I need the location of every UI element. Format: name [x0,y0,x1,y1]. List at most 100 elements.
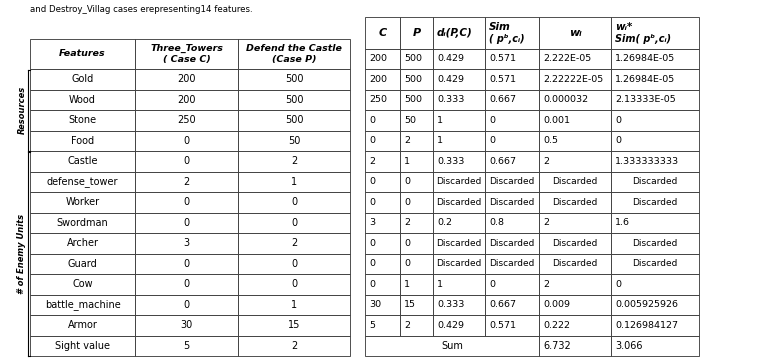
Bar [365,315,400,335]
Bar [30,130,135,151]
Bar [365,130,400,151]
Text: Worker: Worker [66,197,100,207]
Text: 0.333: 0.333 [437,157,464,166]
Bar [400,17,433,48]
Text: 0: 0 [615,280,621,289]
Text: 0: 0 [489,136,495,145]
Bar [238,213,350,233]
Bar [611,274,699,295]
Bar [365,90,400,110]
Bar [365,69,400,90]
Text: 0.126984127: 0.126984127 [615,321,678,330]
Text: 0: 0 [369,177,375,186]
Text: Armor: Armor [68,320,98,330]
Text: 2: 2 [404,321,410,330]
Text: 3.066: 3.066 [615,341,642,351]
Text: wᵢ*: wᵢ* [615,22,632,31]
Text: Swordman: Swordman [56,218,108,228]
Bar [400,130,433,151]
Bar [539,69,611,90]
Text: Discarded: Discarded [632,239,677,248]
Text: 2.22222E-05: 2.22222E-05 [543,75,604,84]
Bar [400,315,433,335]
Bar [238,151,350,171]
Text: 0.333: 0.333 [437,300,464,309]
Bar [365,48,400,69]
Text: 1: 1 [291,177,297,187]
Bar [238,335,350,356]
Text: Sum: Sum [441,341,463,351]
Bar [400,48,433,69]
Bar [238,171,350,192]
Text: 0.2: 0.2 [437,218,452,227]
Bar [539,48,611,69]
Bar [365,192,400,213]
Bar [400,192,433,213]
Text: 0: 0 [184,136,190,146]
Text: 1: 1 [437,136,443,145]
Text: 0: 0 [369,136,375,145]
Bar [135,69,238,90]
Bar [135,151,238,171]
Bar [485,315,539,335]
Bar [30,192,135,213]
Bar [539,192,611,213]
Text: Guard: Guard [68,259,98,269]
Text: 0: 0 [369,116,375,125]
Bar [485,192,539,213]
Text: 200: 200 [178,95,196,105]
Text: Defend the Castle
(Case P): Defend the Castle (Case P) [246,44,342,64]
Text: 30: 30 [369,300,381,309]
Text: 500: 500 [285,95,303,105]
Text: 0: 0 [184,156,190,166]
Bar [611,110,699,130]
Bar [365,110,400,130]
Bar [433,90,485,110]
Bar [400,213,433,233]
Bar [238,90,350,110]
Text: 1: 1 [437,116,443,125]
Text: 6.732: 6.732 [543,341,571,351]
Text: Three_Towers
( Case C): Three_Towers ( Case C) [150,44,223,64]
Text: 50: 50 [288,136,300,146]
Text: 0: 0 [489,280,495,289]
Bar [539,253,611,274]
Text: Discarded: Discarded [489,177,535,186]
Text: 500: 500 [404,75,422,84]
Bar [400,110,433,130]
Bar [238,110,350,130]
Text: 3: 3 [184,238,190,248]
Bar [611,315,699,335]
Text: dᵢ(P,C): dᵢ(P,C) [437,27,472,38]
Text: 0.667: 0.667 [489,95,516,104]
Bar [611,17,699,48]
Text: Castle: Castle [67,156,98,166]
Bar [539,274,611,295]
Text: 2: 2 [543,218,549,227]
Bar [365,253,400,274]
Bar [539,151,611,171]
Bar [539,110,611,130]
Text: 5: 5 [184,341,190,351]
Text: 0.8: 0.8 [489,218,504,227]
Bar [135,171,238,192]
Text: 250: 250 [178,115,196,125]
Bar [433,151,485,171]
Bar [611,295,699,315]
Bar [238,295,350,315]
Bar [485,130,539,151]
Bar [135,335,238,356]
Bar [400,90,433,110]
Text: 500: 500 [285,74,303,84]
Bar [30,171,135,192]
Text: 0.571: 0.571 [489,54,516,63]
Bar [238,315,350,335]
Text: 0: 0 [404,177,410,186]
Text: 15: 15 [404,300,416,309]
Text: 2: 2 [291,341,297,351]
Text: 50: 50 [404,116,416,125]
Text: 200: 200 [178,74,196,84]
Bar [433,17,485,48]
Text: 0.571: 0.571 [489,75,516,84]
Bar [433,253,485,274]
